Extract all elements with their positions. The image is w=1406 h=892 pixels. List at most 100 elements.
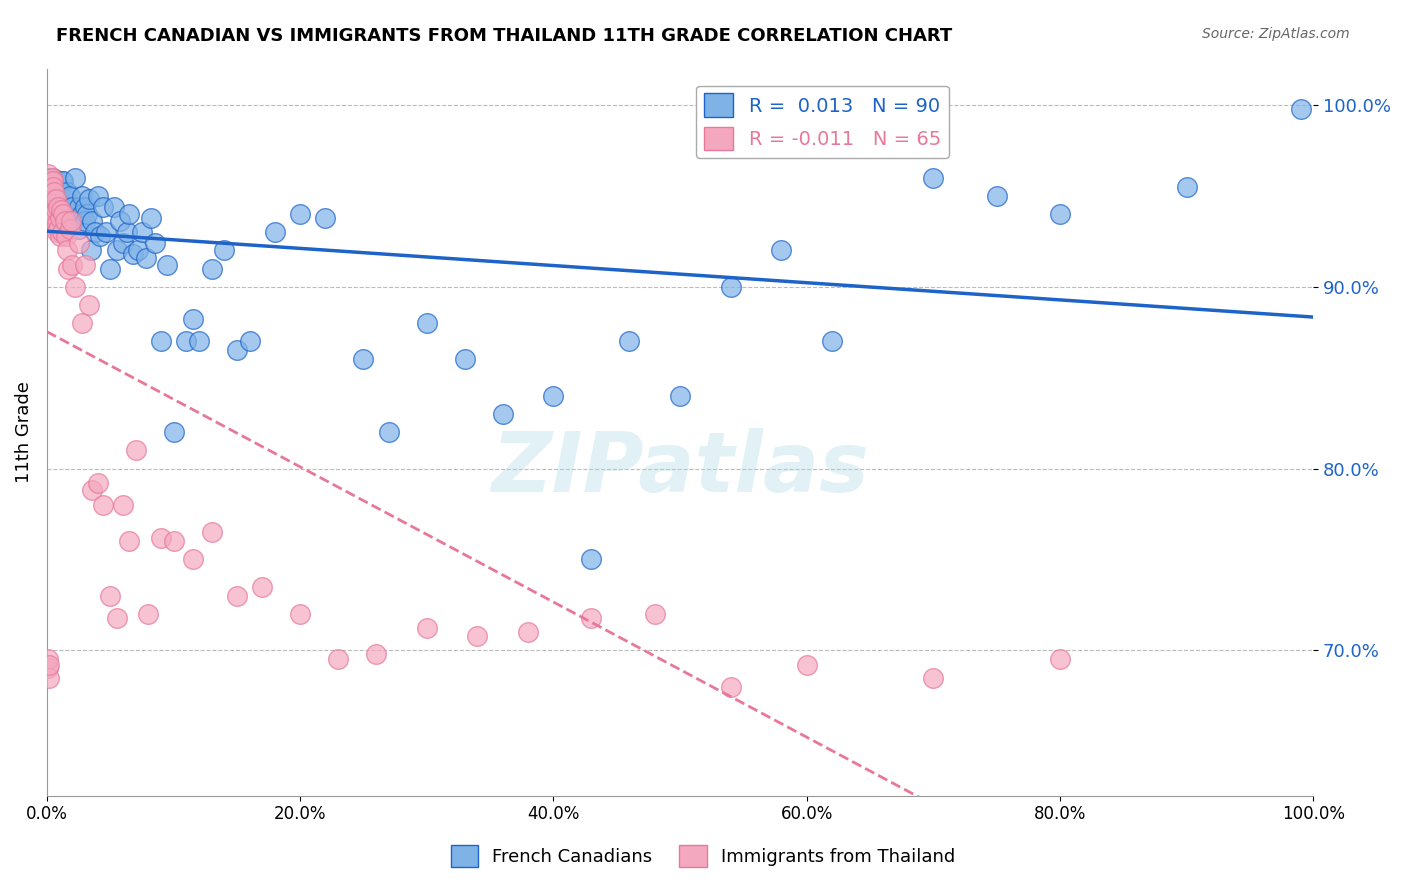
- Point: [58, 200, 80, 214]
- Point: [73, 200, 96, 214]
- Point: [98, 589, 121, 603]
- Point: [156, 258, 179, 272]
- Y-axis label: 11th Grade: 11th Grade: [15, 381, 32, 483]
- Point: [105, 244, 128, 258]
- Point: [225, 343, 247, 358]
- Point: [720, 680, 742, 694]
- Point: [115, 225, 138, 239]
- Point: [149, 531, 172, 545]
- Point: [45, 179, 67, 194]
- Point: [52, 207, 75, 221]
- Point: [162, 425, 184, 439]
- Point: [42, 174, 65, 188]
- Point: [38, 207, 60, 221]
- Point: [46, 200, 69, 214]
- Point: [454, 352, 477, 367]
- Point: [52, 174, 75, 188]
- Point: [37, 661, 59, 675]
- Point: [45, 193, 67, 207]
- Point: [42, 170, 65, 185]
- Point: [37, 170, 59, 185]
- Point: [42, 207, 65, 221]
- Point: [41, 170, 63, 185]
- Point: [644, 607, 666, 621]
- Point: [51, 225, 73, 239]
- Point: [238, 334, 260, 349]
- Point: [922, 671, 945, 685]
- Point: [46, 221, 69, 235]
- Point: [669, 389, 692, 403]
- Text: Source: ZipAtlas.com: Source: ZipAtlas.com: [1202, 27, 1350, 41]
- Point: [67, 235, 90, 250]
- Point: [39, 211, 62, 225]
- Point: [986, 188, 1008, 202]
- Point: [48, 228, 70, 243]
- Point: [55, 228, 77, 243]
- Point: [720, 279, 742, 293]
- Point: [44, 193, 66, 207]
- Point: [149, 334, 172, 349]
- Point: [187, 334, 209, 349]
- Point: [45, 203, 67, 218]
- Point: [315, 211, 337, 225]
- Point: [91, 498, 114, 512]
- Point: [58, 261, 80, 276]
- Point: [39, 188, 62, 202]
- Point: [67, 221, 90, 235]
- Point: [770, 244, 793, 258]
- Point: [45, 185, 67, 199]
- Point: [41, 198, 63, 212]
- Point: [51, 200, 73, 214]
- Point: [48, 185, 70, 199]
- Point: [1049, 652, 1071, 666]
- Point: [63, 279, 86, 293]
- Point: [139, 211, 162, 225]
- Point: [225, 589, 247, 603]
- Point: [328, 652, 350, 666]
- Point: [67, 200, 90, 214]
- Point: [131, 225, 153, 239]
- Point: [59, 211, 82, 225]
- Point: [127, 244, 149, 258]
- Point: [124, 443, 146, 458]
- Point: [89, 228, 111, 243]
- Point: [110, 214, 132, 228]
- Point: [60, 258, 83, 272]
- Point: [162, 534, 184, 549]
- Point: [366, 647, 388, 661]
- Point: [118, 207, 141, 221]
- Point: [41, 207, 63, 221]
- Point: [200, 261, 222, 276]
- Point: [49, 203, 72, 218]
- Point: [46, 200, 69, 214]
- Point: [143, 235, 166, 250]
- Point: [288, 207, 311, 221]
- Point: [48, 211, 70, 225]
- Legend: French Canadians, Immigrants from Thailand: French Canadians, Immigrants from Thaila…: [443, 838, 963, 874]
- Point: [543, 389, 565, 403]
- Point: [51, 174, 73, 188]
- Point: [76, 207, 98, 221]
- Point: [73, 258, 96, 272]
- Point: [39, 179, 62, 194]
- Point: [56, 244, 79, 258]
- Point: [105, 610, 128, 624]
- Point: [492, 407, 515, 421]
- Point: [821, 334, 844, 349]
- Point: [181, 552, 204, 566]
- Point: [416, 316, 439, 330]
- Point: [39, 174, 62, 188]
- Point: [53, 214, 76, 228]
- Point: [111, 235, 134, 250]
- Point: [91, 200, 114, 214]
- Point: [63, 170, 86, 185]
- Point: [118, 534, 141, 549]
- Point: [44, 185, 66, 199]
- Point: [84, 225, 107, 239]
- Point: [86, 188, 108, 202]
- Point: [37, 167, 59, 181]
- Point: [60, 200, 83, 214]
- Point: [96, 225, 118, 239]
- Point: [82, 214, 104, 228]
- Point: [174, 334, 197, 349]
